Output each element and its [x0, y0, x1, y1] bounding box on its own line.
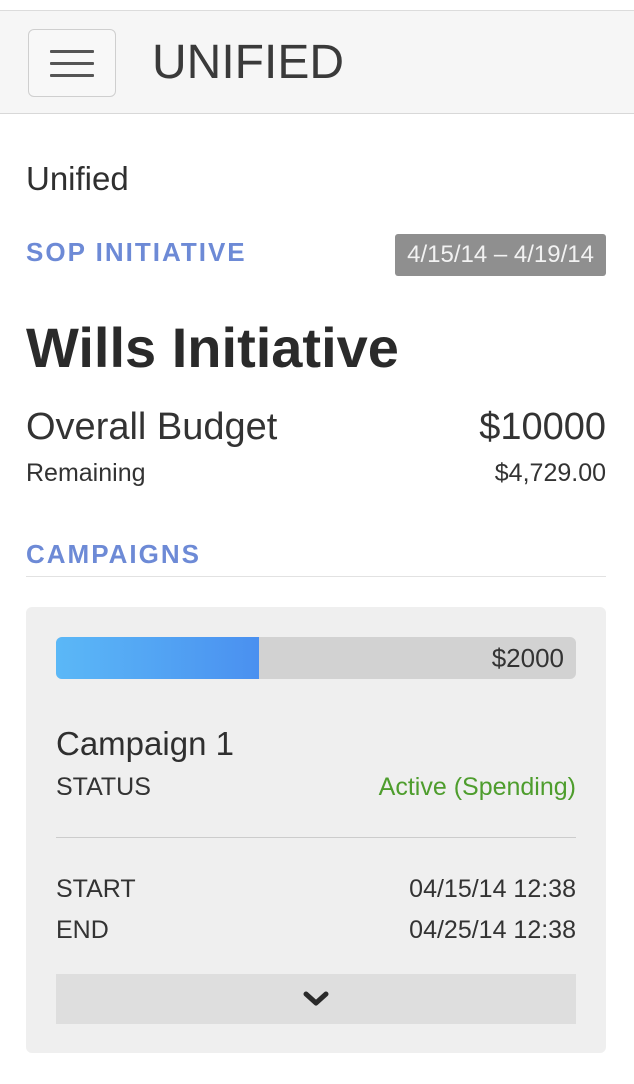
date-range-badge: 4/15/14 – 4/19/14: [395, 234, 606, 276]
initiative-type-label: SOP INITIATIVE: [26, 237, 247, 267]
campaign-status-row: STATUS Active (Spending): [56, 773, 576, 802]
section-divider: [26, 576, 606, 577]
overall-budget-label: Overall Budget: [26, 406, 278, 448]
overall-budget-row: Overall Budget $10000: [26, 406, 606, 449]
hamburger-menu-icon-bar: [50, 73, 94, 77]
remaining-budget-row: Remaining $4,729.00: [26, 459, 606, 488]
hamburger-menu-icon: [50, 49, 94, 53]
end-label: END: [56, 916, 109, 944]
card-divider: [56, 837, 576, 838]
status-value: Active (Spending): [378, 773, 576, 801]
campaign-card: $2000 Campaign 1 STATUS Active (Spending…: [26, 607, 606, 1053]
end-value: 04/25/14 12:38: [409, 916, 576, 944]
app-bar: UNIFIED: [0, 10, 634, 114]
campaign-start-row: START 04/15/14 12:38: [56, 875, 576, 904]
remaining-label: Remaining: [26, 459, 146, 487]
app-title: UNIFIED: [152, 36, 344, 89]
start-value: 04/15/14 12:38: [409, 875, 576, 903]
chevron-down-icon: [303, 990, 329, 1008]
campaign-budget-label: $2000: [491, 643, 564, 673]
hamburger-menu-icon-bar: [50, 61, 94, 65]
initiative-title: Wills Initiative: [26, 316, 399, 379]
status-label: STATUS: [56, 773, 151, 801]
menu-button[interactable]: [28, 29, 116, 97]
campaign-budget-progress-bar: $2000: [56, 637, 576, 679]
remaining-value: $4,729.00: [494, 459, 606, 487]
expand-campaign-button[interactable]: [56, 974, 576, 1024]
progress-fill: [56, 637, 259, 679]
start-label: START: [56, 875, 136, 903]
campaigns-section-label: CAMPAIGNS: [26, 539, 201, 569]
campaign-name[interactable]: Campaign 1: [56, 725, 234, 762]
campaign-end-row: END 04/25/14 12:38: [56, 916, 576, 945]
breadcrumb[interactable]: Unified: [26, 160, 129, 197]
overall-budget-value: $10000: [479, 406, 606, 448]
